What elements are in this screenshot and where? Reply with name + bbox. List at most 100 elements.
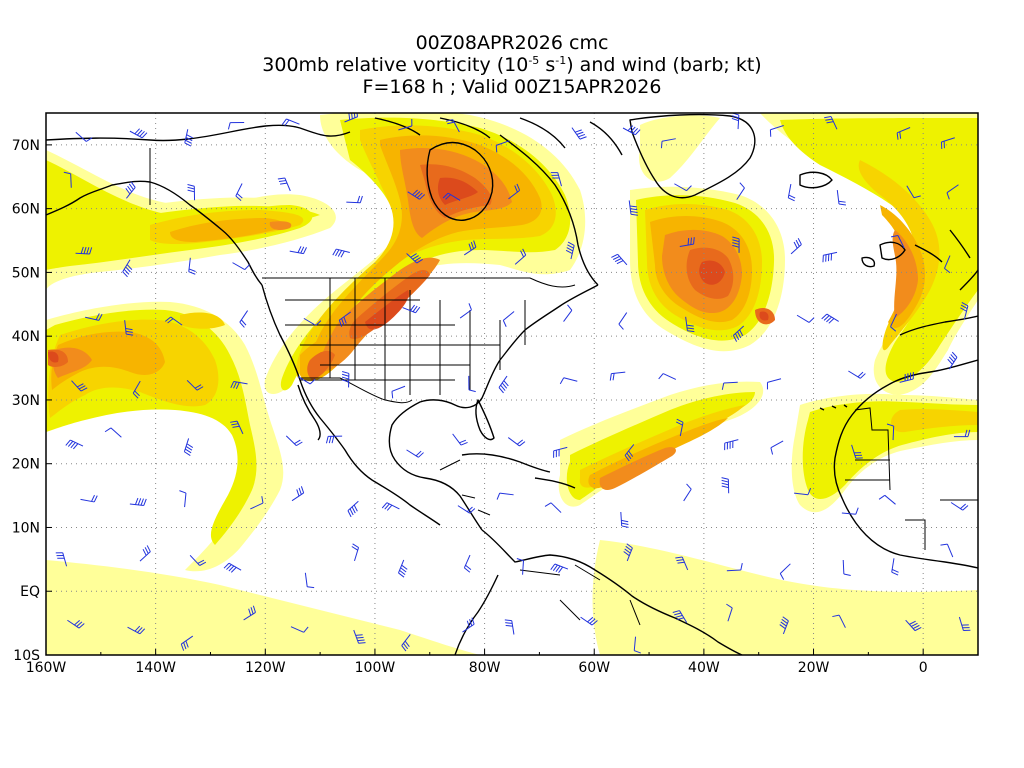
wind-barb: [633, 636, 641, 654]
canary-cape-verde: [819, 404, 848, 411]
labrador-coast: [499, 134, 599, 286]
wind-barb: [65, 439, 84, 450]
wind-barb: [285, 435, 303, 447]
wind-barb: [940, 543, 954, 558]
alaska-north-coast: [46, 124, 351, 142]
wind-barb: [132, 380, 141, 399]
hudson-bay: [426, 141, 494, 221]
wind-barb: [624, 444, 635, 462]
wind-barb: [891, 235, 905, 249]
wind-barb: [766, 378, 782, 390]
wind-barb: [732, 325, 745, 342]
wind-barb: [565, 241, 575, 260]
wind-barb: [507, 437, 526, 447]
wind-barb: [445, 119, 460, 133]
wind-barb: [848, 370, 866, 379]
wind-barb: [679, 237, 695, 248]
wind-barb: [672, 610, 688, 623]
wind-barb: [223, 562, 242, 573]
wind-barb: [571, 127, 587, 140]
wind-barb: [129, 497, 147, 506]
wind-barb: [406, 449, 424, 458]
wind-barb: [779, 563, 791, 580]
wind-barb: [563, 304, 573, 322]
wind-barb: [391, 385, 406, 399]
wind-barb: [660, 138, 676, 149]
wind-barb: [402, 304, 421, 314]
wind-barb: [381, 502, 400, 511]
wind-barb: [620, 511, 629, 528]
wind-barb: [353, 629, 366, 644]
wind-barb: [398, 119, 413, 131]
wind-barb: [580, 616, 598, 626]
wind-barb: [514, 248, 527, 265]
y-tick-label: 40N: [12, 329, 40, 345]
wind-barb: [495, 140, 510, 153]
wind-barb: [227, 122, 245, 130]
wind-barb: [721, 477, 730, 494]
wind-barb: [498, 375, 509, 394]
wind-barb: [75, 246, 93, 255]
wind-barb: [129, 128, 148, 139]
wind-barb: [675, 556, 689, 571]
wind-barb: [462, 617, 475, 633]
wind-barb: [183, 438, 194, 456]
wind-barb: [502, 311, 515, 327]
wind-barb: [230, 380, 248, 389]
wind-barb: [950, 502, 969, 511]
wind-barb: [899, 371, 914, 383]
us-state-lines: [285, 278, 526, 400]
x-tick-label: 20W: [798, 660, 830, 676]
us-east-coast: [388, 284, 599, 531]
wind-barb: [442, 192, 461, 201]
political-borders: [149, 148, 978, 626]
wind-barb: [289, 246, 307, 255]
y-tick-label: 10S: [13, 648, 40, 664]
wind-barb: [452, 433, 468, 446]
title-line-3: F=168 h ; Valid 00Z15APR2026: [362, 76, 662, 98]
wind-barb: [891, 558, 899, 576]
x-tick-label: 80W: [469, 660, 501, 676]
wind-barb: [398, 559, 408, 578]
wind-barb: [104, 427, 122, 438]
wind-barb: [890, 313, 897, 332]
y-tick-label: EQ: [20, 584, 40, 600]
mexico-central-america-borders: [439, 459, 491, 516]
greenland: [629, 113, 756, 199]
wind-barb: [544, 502, 562, 513]
wind-barb: [836, 190, 847, 206]
wind-barb: [189, 554, 207, 566]
wind-barb: [184, 129, 194, 147]
wind-barb: [906, 185, 921, 199]
wind-barb: [658, 373, 677, 380]
wind-barb: [71, 380, 88, 392]
wind-barb: [609, 371, 626, 381]
wind-barb: [165, 316, 183, 326]
south-america-borders: [519, 564, 641, 626]
wind-barb: [63, 171, 72, 188]
wind-barb: [75, 131, 93, 142]
y-tick-label: 10N: [12, 520, 40, 536]
wind-barb: [508, 183, 521, 200]
iberia-europe: [899, 229, 978, 336]
wind-barb: [943, 255, 951, 274]
vorticity-shading: [46, 113, 978, 655]
wind-barb: [550, 172, 562, 187]
british-isles: [861, 241, 906, 268]
wind-barb: [559, 377, 578, 385]
wind-barb: [611, 253, 628, 266]
wind-barb: [291, 486, 305, 502]
title-exponent-b: -1: [555, 54, 567, 67]
wind-barbs: [55, 113, 971, 654]
wind-barb: [553, 446, 568, 458]
wind-barb: [188, 257, 196, 275]
wind-barb: [905, 619, 922, 632]
wind-barb: [277, 177, 291, 192]
wind-barb: [960, 301, 969, 320]
wind-barb: [516, 557, 524, 575]
plot-frame: [45, 112, 979, 656]
wind-barb: [878, 494, 896, 505]
wind-barb: [332, 248, 350, 258]
wind-barb: [67, 619, 85, 629]
wind-barb: [618, 312, 628, 330]
